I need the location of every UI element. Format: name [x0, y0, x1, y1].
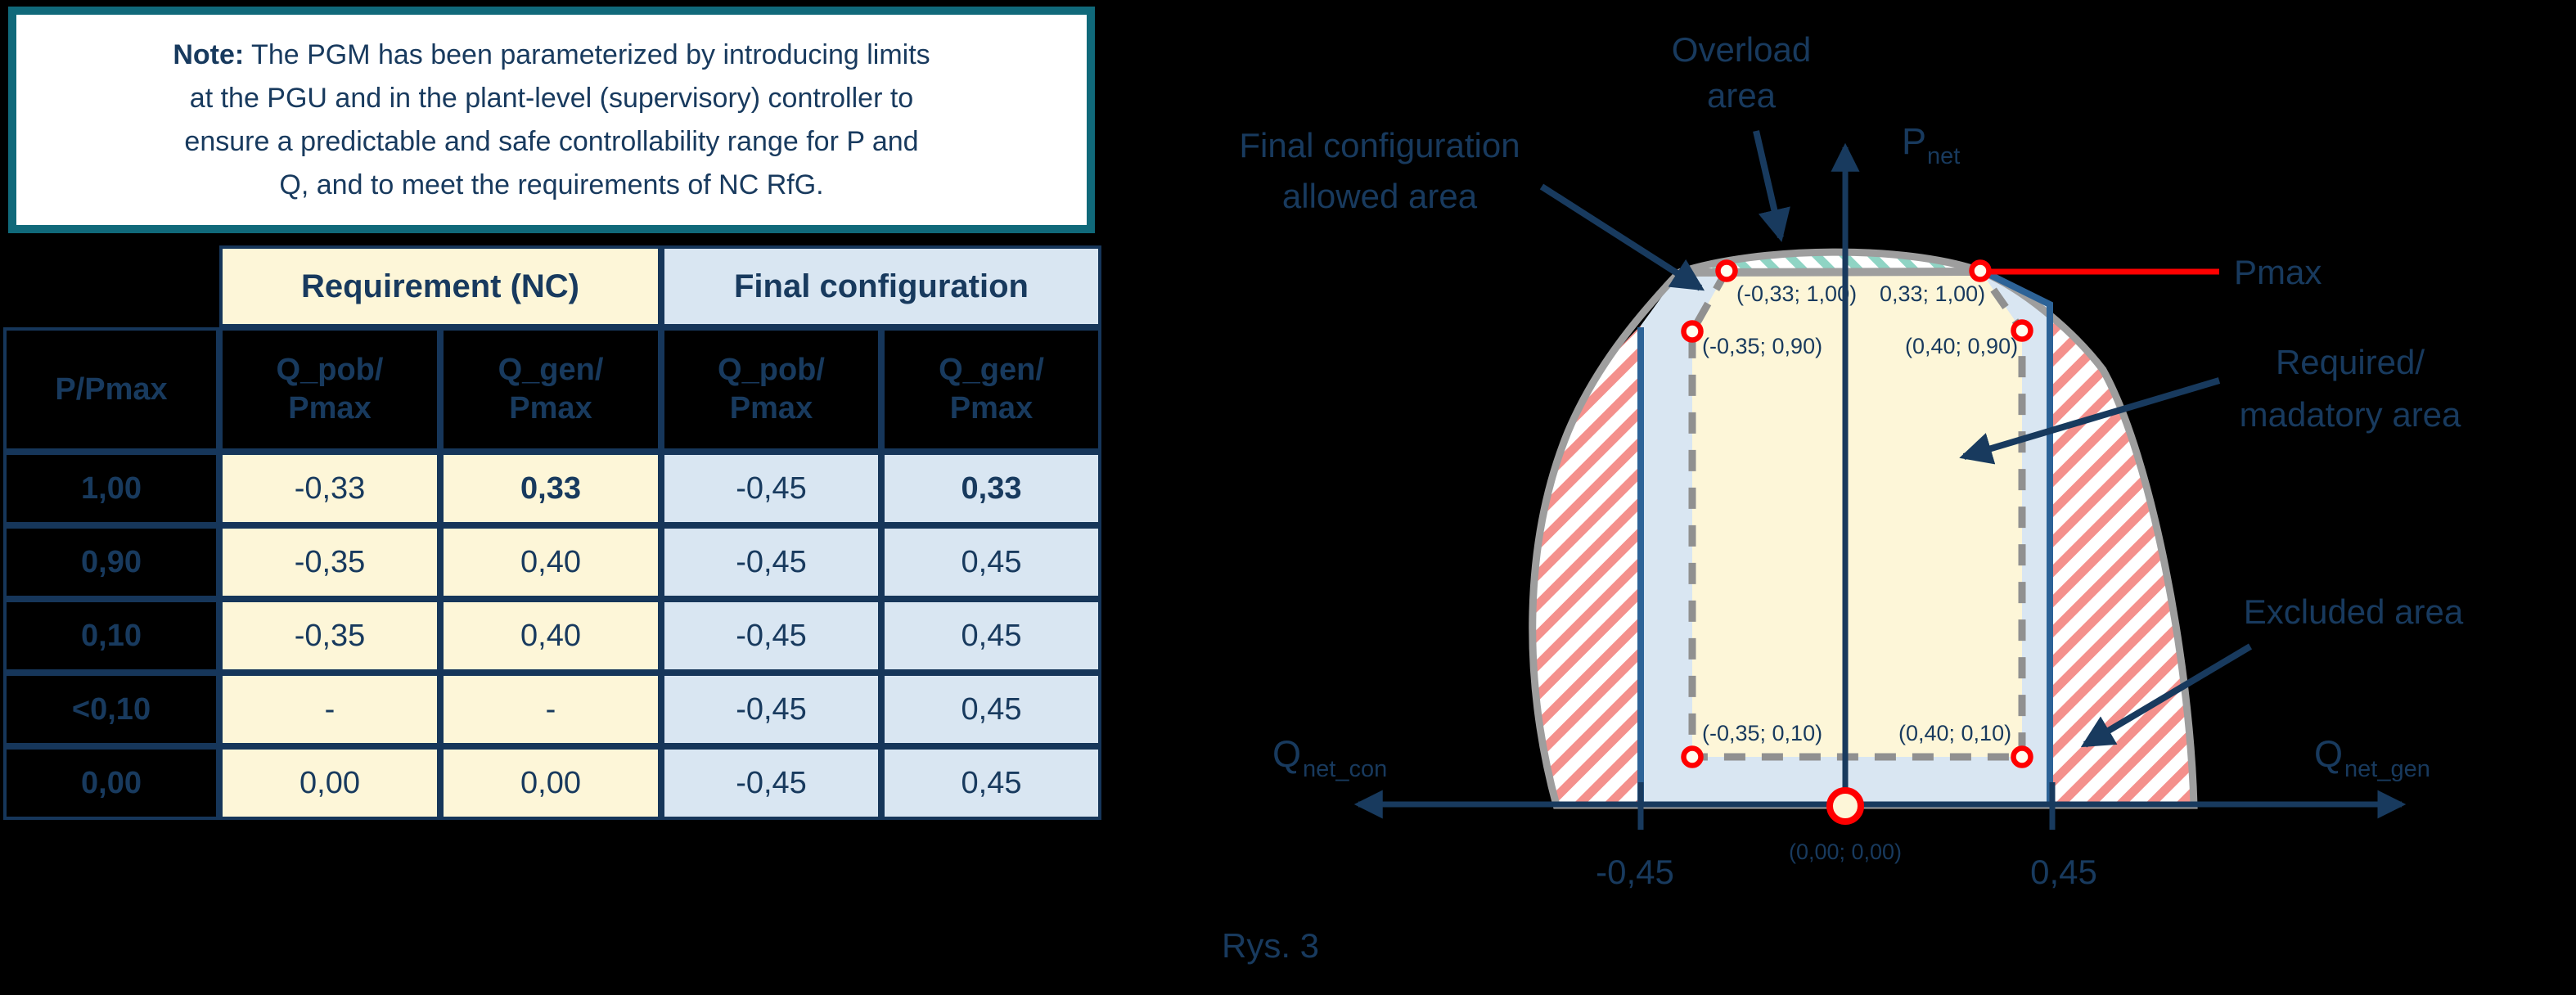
tick-label-neg-045: -0,45 [1596, 853, 1674, 891]
row-header: <0,10 [3, 673, 219, 746]
q-con-axis-label: Q [1272, 733, 1301, 775]
row-header: 1,00 [3, 452, 219, 525]
overload-area-arrow [1753, 130, 1790, 242]
table-cell: 0,33 [440, 452, 661, 525]
table-cell: -0,33 [219, 452, 440, 525]
column-header-line: Q_pob/ [276, 353, 384, 387]
column-header-line: Q_gen/ [939, 353, 1044, 387]
table-cell: 0,33 [881, 452, 1101, 525]
note-label: Note: [173, 38, 245, 70]
point-label-upper-left: (-0,35; 0,90) [1702, 334, 1822, 358]
pmax-label: Pmax [2234, 253, 2322, 291]
column-header-line: Pmax [949, 391, 1034, 425]
final-configuration-arrow [1539, 183, 1705, 291]
note-line-4: Q, and to meet the requirements of NC Rf… [279, 169, 824, 200]
final-configuration-label-line2: allowed area [1282, 177, 1478, 215]
overload-area-label-line2: area [1707, 76, 1777, 115]
point-label-top-right: 0,33; 1,00) [1880, 281, 1985, 306]
point-upper-right [2011, 319, 2033, 342]
group-header-final-configuration: Final configuration [661, 245, 1101, 327]
table-cell: 0,00 [219, 746, 440, 820]
p-axis-label: P [1902, 120, 1926, 162]
table-cell: 0,00 [440, 746, 661, 820]
point-label-upper-right: (0,40; 0,90) [1905, 334, 2018, 358]
table-cell: 0,45 [881, 599, 1101, 673]
excluded-area-label: Excluded area [2244, 592, 2464, 631]
table-cell: 0,45 [881, 673, 1101, 746]
column-header-fc-qgen: Q_gen/ Pmax [881, 327, 1101, 452]
point-lower-right [2011, 745, 2033, 768]
column-header-line: Pmax [509, 391, 592, 425]
table-cell: -0,35 [219, 525, 440, 599]
row-header: 0,90 [3, 525, 219, 599]
excluded-area-left-region [1532, 326, 1641, 804]
row-header: 0,00 [3, 746, 219, 820]
table-cell: -0,45 [661, 746, 881, 820]
group-header-requirement: Requirement (NC) [219, 245, 661, 327]
column-header-nc-qpob: Q_pob/ Pmax [219, 327, 440, 452]
table-cell: - [219, 673, 440, 746]
required-area-arrow [1959, 377, 2221, 465]
overload-area-label-line1: Overload [1672, 30, 1811, 69]
requirements-table: Requirement (NC) Final configuration P/P… [3, 245, 1101, 820]
point-label-origin: (0,00; 0,00) [1789, 840, 1902, 864]
final-configuration-label-line1: Final configuration [1239, 126, 1520, 164]
p-axis-label-subscript: net [1927, 143, 1960, 169]
point-label-lower-right: (0,40; 0,10) [1898, 721, 2011, 745]
note-box: Note: The PGM has been parameterized by … [8, 7, 1095, 233]
note-line-3: ensure a predictable and safe controllab… [184, 125, 919, 157]
q-gen-axis-label-subscript: net_gen [2344, 756, 2430, 782]
point-top-left [1715, 259, 1738, 282]
row-header: 0,10 [3, 599, 219, 673]
outer-capability-boundary [1529, 248, 2198, 809]
column-header-line: Q_pob/ [718, 353, 825, 387]
point-top-right [1969, 259, 1992, 282]
table-corner-empty [3, 245, 219, 327]
note-line-1: Note: The PGM has been parameterized by … [16, 34, 1087, 77]
excluded-area-arrow [2080, 643, 2253, 748]
table-cell: 0,45 [881, 746, 1101, 820]
q-gen-axis-label: Q [2314, 733, 2343, 775]
point-label-top-left: (-0,33; 1,00) [1736, 281, 1857, 306]
table-cell: -0,35 [219, 599, 440, 673]
note-line-2: at the PGU and in the plant-level (super… [189, 82, 914, 114]
mandatory-area-dashed-border [1688, 268, 2026, 761]
point-label-lower-left: (-0,35; 0,10) [1702, 721, 1822, 745]
table-cell: 0,45 [881, 525, 1101, 599]
table-cell: -0,45 [661, 673, 881, 746]
table-cell: - [440, 673, 661, 746]
allowed-area-right-border [1980, 268, 2053, 805]
point-upper-left [1681, 320, 1704, 343]
column-header-nc-qgen: Q_gen/ Pmax [440, 327, 661, 452]
column-header-line: Q_gen/ [498, 353, 604, 387]
column-header-fc-qpob: Q_pob/ Pmax [661, 327, 881, 452]
point-lower-left [1681, 745, 1704, 768]
table-cell: -0,45 [661, 525, 881, 599]
table-cell: 0,40 [440, 599, 661, 673]
excluded-area-right-region [1982, 272, 2194, 804]
table-cell: -0,45 [661, 452, 881, 525]
q-con-axis-label-subscript: net_con [1303, 756, 1387, 782]
mandatory-area-region [1692, 271, 2022, 757]
note-text-1: The PGM has been parameterized by introd… [251, 38, 930, 70]
required-area-label-line1: Required/ [2276, 343, 2425, 381]
figure-caption: Rys. 3 [1222, 926, 1319, 965]
tick-label-pos-045: 0,45 [2030, 853, 2097, 891]
table-cell: -0,45 [661, 599, 881, 673]
pq-capability-diagram: Overload area Final configuration allowe… [1222, 30, 2464, 965]
table-cell: 0,40 [440, 525, 661, 599]
column-header-line: Pmax [288, 391, 372, 425]
point-origin [1826, 787, 1864, 825]
column-header-p-pmax: P/Pmax [3, 327, 219, 452]
required-area-label-line2: madatory area [2240, 395, 2461, 434]
column-header-line: Pmax [729, 391, 813, 425]
